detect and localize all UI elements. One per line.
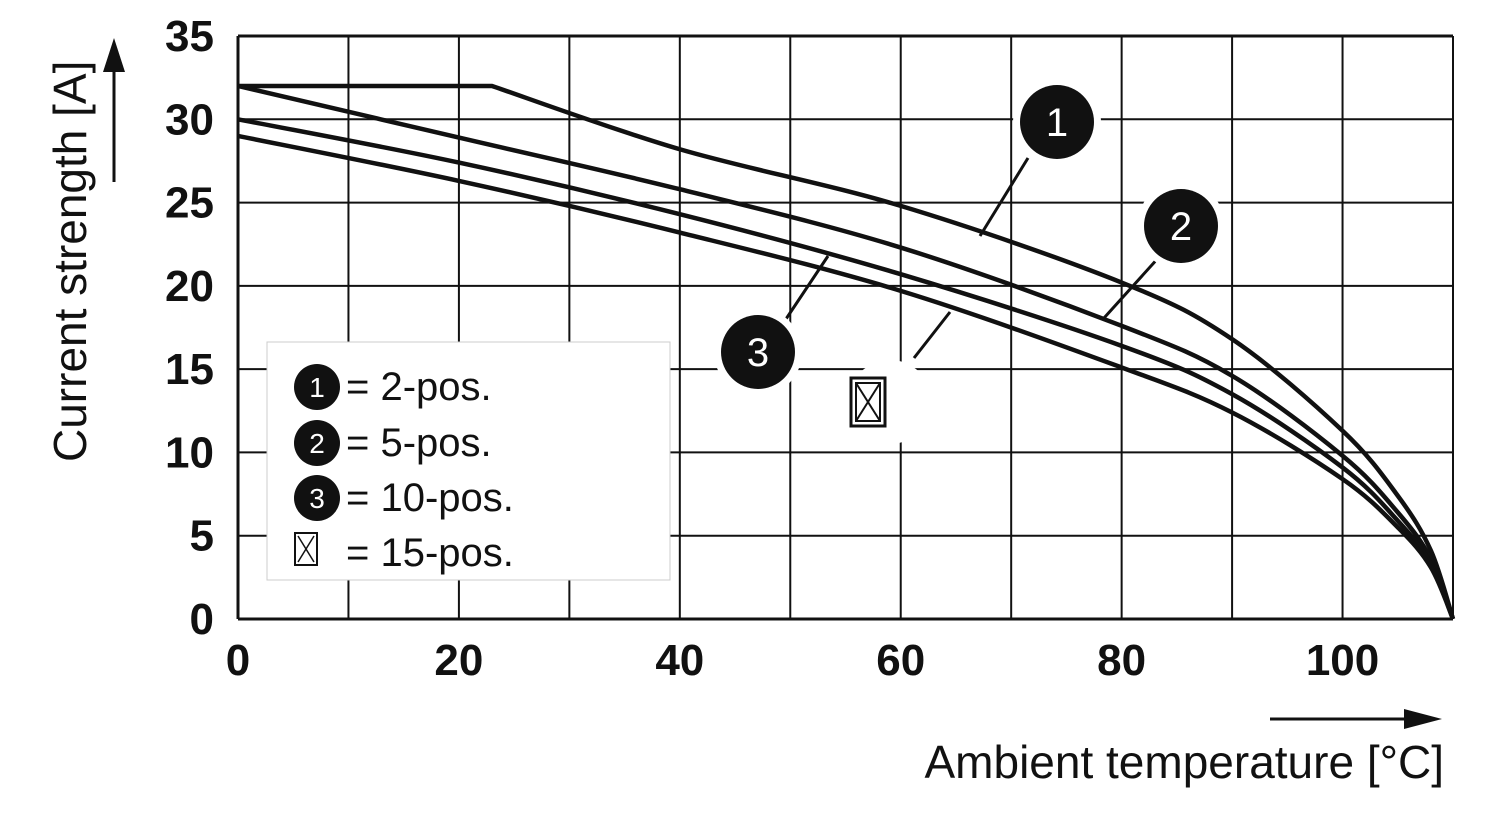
series-curves <box>237 83 1456 620</box>
grid <box>236 34 1454 621</box>
x-axis-title-group: Ambient temperature [°C] <box>925 709 1445 788</box>
legend-label-4: = 15-pos. <box>346 531 514 575</box>
legend: 1 = 2-pos. 2 = 5-pos. 3 = 10-pos. = 15-p… <box>266 341 671 581</box>
y-tick-labels: 0 5 10 15 20 25 30 35 <box>165 12 214 644</box>
x-tick-label: 0 <box>226 636 250 685</box>
y-tick-label: 20 <box>165 262 214 311</box>
y-tick-label: 10 <box>165 428 214 477</box>
legend-marker-2 <box>294 420 340 466</box>
series-line-1 <box>238 83 1456 620</box>
leader-line-2 <box>1102 254 1162 320</box>
legend-item-4: = 15-pos. <box>294 531 514 575</box>
y-axis-title: Current strength [A] <box>44 61 96 462</box>
y-tick-label: 15 <box>165 345 214 394</box>
y-tick-label: 35 <box>165 12 214 61</box>
legend-marker-1-label: 1 <box>309 372 325 403</box>
legend-label-3: = 10-pos. <box>346 476 514 520</box>
svg-text:3: 3 <box>747 331 769 375</box>
x-tick-label: 100 <box>1306 636 1379 685</box>
marker-2: 2 <box>1137 182 1225 270</box>
legend-marker-3-label: 3 <box>309 483 325 514</box>
leader-line-3 <box>782 255 830 323</box>
marker-3: 3 <box>714 308 802 396</box>
marker-1: 1 <box>1013 78 1101 166</box>
x-axis-arrow-head <box>1404 709 1442 729</box>
x-tick-label: 80 <box>1097 636 1146 685</box>
y-tick-label: 25 <box>165 179 214 228</box>
legend-item-2: 2 = 5-pos. <box>294 420 492 466</box>
leader-line-1 <box>978 157 1030 237</box>
svg-text:1: 1 <box>1046 101 1068 145</box>
x-tick-labels: 0 20 40 60 80 100 <box>226 636 1379 685</box>
y-tick-label: 5 <box>190 512 214 561</box>
leader-line-4 <box>912 311 952 359</box>
x-axis-title: Ambient temperature [°C] <box>925 736 1445 788</box>
svg-text:2: 2 <box>1170 205 1192 249</box>
y-tick-label: 0 <box>190 595 214 644</box>
legend-marker-3 <box>294 475 340 521</box>
curve-annotations: 1 2 3 <box>714 78 1225 444</box>
y-tick-label: 30 <box>165 95 214 144</box>
legend-marker-1 <box>294 364 340 410</box>
x-tick-label: 60 <box>876 636 925 685</box>
legend-item-1: 1 = 2-pos. <box>294 364 492 410</box>
y-axis-title-group: Current strength [A] <box>44 38 125 462</box>
series-line-4 <box>237 133 1456 620</box>
x-tick-label: 20 <box>434 636 483 685</box>
x-tick-label: 40 <box>655 636 704 685</box>
y-axis-arrow-head <box>103 38 125 72</box>
marker-box-icon <box>848 360 932 444</box>
legend-box-marker-icon <box>294 532 318 566</box>
legend-marker-2-label: 2 <box>309 428 325 459</box>
legend-label-1: = 2-pos. <box>346 365 492 409</box>
series-line-2 <box>237 83 1456 620</box>
legend-item-3: 3 = 10-pos. <box>294 475 514 521</box>
series-line-3 <box>237 117 1456 620</box>
legend-label-2: = 5-pos. <box>346 421 492 465</box>
